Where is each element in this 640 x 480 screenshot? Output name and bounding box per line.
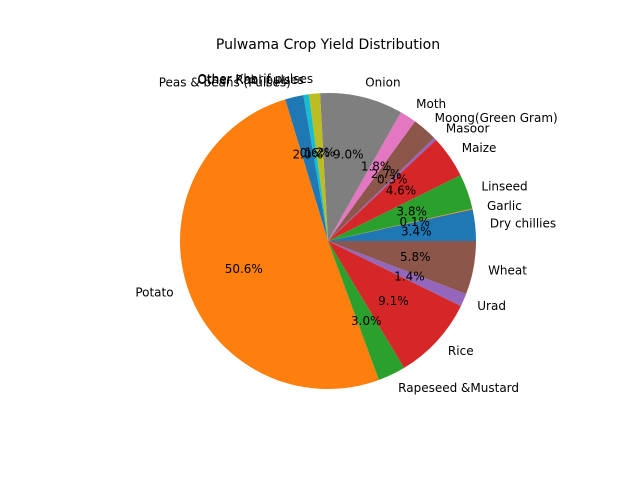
slice-label-rice: Rice (448, 344, 474, 358)
percent-label-garlic: 0.1% (399, 215, 430, 229)
pie-slice-masoor (328, 137, 437, 241)
percent-label-maize: 4.6% (386, 183, 417, 197)
percent-label-moth: 1.8% (361, 159, 392, 173)
pie-slice-onion (320, 93, 401, 242)
slice-label-dry-chillies: Dry chillies (490, 217, 556, 231)
slice-label-moth: Moth (416, 97, 446, 111)
slice-label-rapeseed-mustard: Rapeseed &Mustard (398, 381, 519, 395)
pie-slice-moong-green-gram (328, 121, 435, 241)
percent-label-moong-green-gram: 2.7% (371, 167, 402, 181)
percent-label-linseed: 3.8% (396, 204, 427, 218)
percent-labels: 3.4%0.1%3.8% 4.6%0.3%2.7%1.8%9.0%1.2%0.6%… (225, 146, 432, 329)
pie-slice-garlic (328, 208, 473, 241)
percent-label-dry-chillies: 3.4% (401, 224, 432, 238)
slice-label-moong-green-gram: Moong(Green Gram) (435, 111, 558, 125)
slice-label-peas-beans-pulses: Peas & beans (Pulses) (159, 76, 291, 90)
percent-label-other-kharif-pulses: 1.2% (305, 146, 336, 160)
percent-label-potato: 50.6% (225, 262, 263, 276)
pie-slice-peas-beans-pulses (285, 95, 328, 241)
percent-label-rapeseed-mustard: 3.0% (351, 314, 382, 328)
pie-slice-urad (328, 241, 467, 307)
slice-label-linseed: Linseed (481, 180, 527, 194)
pie-slices (180, 93, 476, 389)
slice-label-other-kharif-pulses: Other Kharif pulses (198, 72, 313, 86)
slice-label-onion: Onion (365, 76, 400, 90)
chart-title: Pulwama Crop Yield Distribution (216, 37, 440, 53)
slice-name-labels: Dry chillies Garlic Linseed Maize MasoorMoon… (135, 72, 557, 395)
pie-slice-other-kharif-pulses (308, 93, 328, 241)
pie-slice-other-rabi-pulses (303, 94, 328, 241)
slice-label-potato: Potato (135, 286, 173, 300)
pie-slice-rice (328, 241, 461, 368)
pie-slice-linseed (328, 175, 473, 241)
pie-slice-potato (180, 99, 379, 389)
slice-label-maize: Maize (462, 141, 497, 155)
pie-slice-moth (328, 112, 416, 242)
pie-slice-wheat (328, 241, 476, 295)
percent-label-masoor: 0.3% (377, 173, 408, 187)
percent-label-peas-beans-pulses: 2.0% (292, 148, 323, 162)
percent-label-rice: 9.1% (378, 294, 409, 308)
percent-label-onion: 9.0% (333, 148, 364, 162)
slice-label-other-rabi-pulses: Other Rabi pulses (197, 73, 304, 87)
slice-label-garlic: Garlic (487, 199, 522, 213)
slice-label-wheat: Wheat (488, 264, 527, 278)
slice-label-urad: Urad (477, 299, 506, 313)
pie-slice-rapeseed-mustard (328, 241, 405, 380)
pie-slice-dry-chillies (328, 209, 476, 241)
percent-label-urad: 1.4% (394, 269, 425, 283)
pie-slice-maize (328, 139, 461, 241)
slice-label-masoor: Masoor (446, 122, 490, 136)
percent-label-other-rabi-pulses: 0.6% (300, 146, 331, 160)
percent-label-wheat: 5.8% (400, 250, 431, 264)
